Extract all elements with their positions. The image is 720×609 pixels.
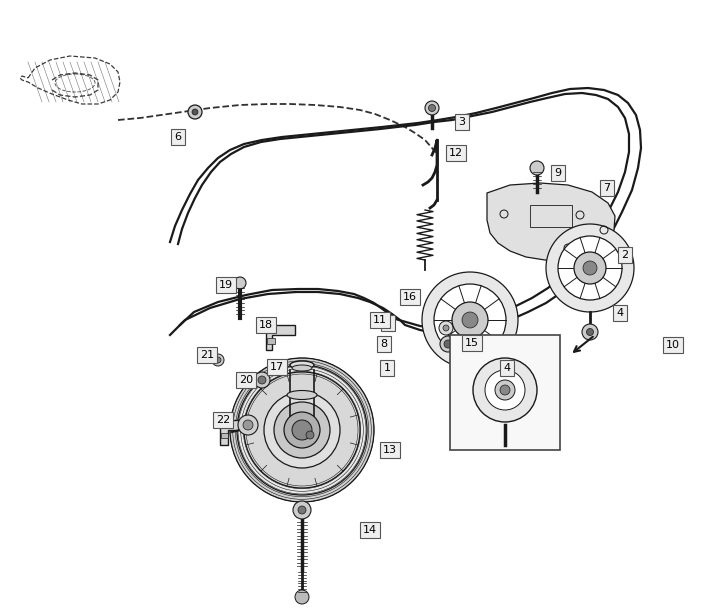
Text: 21: 21 bbox=[200, 350, 214, 360]
Circle shape bbox=[485, 370, 525, 410]
Text: 20: 20 bbox=[239, 375, 253, 385]
Circle shape bbox=[274, 402, 330, 458]
Circle shape bbox=[440, 336, 456, 352]
Bar bbox=[267, 338, 275, 344]
Circle shape bbox=[264, 392, 340, 468]
Circle shape bbox=[583, 261, 597, 275]
Text: 2: 2 bbox=[621, 250, 629, 260]
Text: 17: 17 bbox=[270, 362, 284, 372]
Text: 10: 10 bbox=[666, 340, 680, 350]
Circle shape bbox=[558, 236, 622, 300]
Polygon shape bbox=[487, 183, 615, 260]
Circle shape bbox=[443, 325, 449, 331]
Text: 16: 16 bbox=[403, 292, 417, 302]
Circle shape bbox=[295, 590, 309, 604]
Circle shape bbox=[234, 277, 246, 289]
Text: 8: 8 bbox=[380, 339, 387, 349]
Text: 22: 22 bbox=[216, 415, 230, 425]
Circle shape bbox=[466, 383, 474, 391]
Text: 14: 14 bbox=[363, 525, 377, 535]
Ellipse shape bbox=[287, 390, 317, 400]
Polygon shape bbox=[266, 325, 295, 350]
Circle shape bbox=[258, 376, 266, 384]
Circle shape bbox=[473, 358, 537, 422]
Text: 15: 15 bbox=[465, 338, 479, 348]
Circle shape bbox=[574, 252, 606, 284]
Circle shape bbox=[462, 312, 478, 328]
Text: 19: 19 bbox=[219, 280, 233, 290]
Circle shape bbox=[452, 302, 488, 338]
Circle shape bbox=[587, 328, 593, 336]
Text: 3: 3 bbox=[459, 117, 466, 127]
Text: 18: 18 bbox=[259, 320, 273, 330]
Text: 13: 13 bbox=[383, 445, 397, 455]
Circle shape bbox=[188, 105, 202, 119]
Circle shape bbox=[192, 109, 198, 115]
Circle shape bbox=[212, 354, 224, 366]
Circle shape bbox=[298, 506, 306, 514]
Ellipse shape bbox=[290, 361, 314, 369]
Circle shape bbox=[244, 372, 360, 488]
Circle shape bbox=[306, 431, 314, 439]
Text: 11: 11 bbox=[373, 315, 387, 325]
Circle shape bbox=[293, 501, 311, 519]
Circle shape bbox=[546, 224, 634, 312]
Text: 6: 6 bbox=[174, 132, 181, 142]
Bar bbox=[221, 433, 228, 438]
Circle shape bbox=[284, 412, 320, 448]
Circle shape bbox=[230, 358, 374, 502]
Circle shape bbox=[444, 340, 452, 348]
Circle shape bbox=[582, 324, 598, 340]
Bar bbox=[450, 335, 560, 450]
Circle shape bbox=[254, 372, 270, 388]
Circle shape bbox=[215, 357, 221, 363]
Text: 9: 9 bbox=[554, 168, 562, 178]
Text: 4: 4 bbox=[503, 363, 510, 373]
Circle shape bbox=[237, 365, 367, 495]
Circle shape bbox=[530, 161, 544, 175]
Circle shape bbox=[434, 284, 506, 356]
Ellipse shape bbox=[292, 365, 312, 371]
Circle shape bbox=[238, 415, 258, 435]
Text: 4: 4 bbox=[616, 308, 624, 318]
Circle shape bbox=[495, 380, 515, 400]
Text: 1: 1 bbox=[384, 363, 390, 373]
Polygon shape bbox=[220, 420, 255, 445]
Circle shape bbox=[461, 378, 479, 396]
Circle shape bbox=[439, 321, 453, 335]
Circle shape bbox=[425, 101, 439, 115]
Circle shape bbox=[243, 420, 253, 430]
Circle shape bbox=[500, 385, 510, 395]
Bar bbox=[530, 205, 572, 227]
Text: 12: 12 bbox=[449, 148, 463, 158]
Circle shape bbox=[422, 272, 518, 368]
Circle shape bbox=[292, 420, 312, 440]
Text: 7: 7 bbox=[603, 183, 611, 193]
Circle shape bbox=[428, 105, 436, 111]
Text: 5: 5 bbox=[384, 318, 392, 328]
